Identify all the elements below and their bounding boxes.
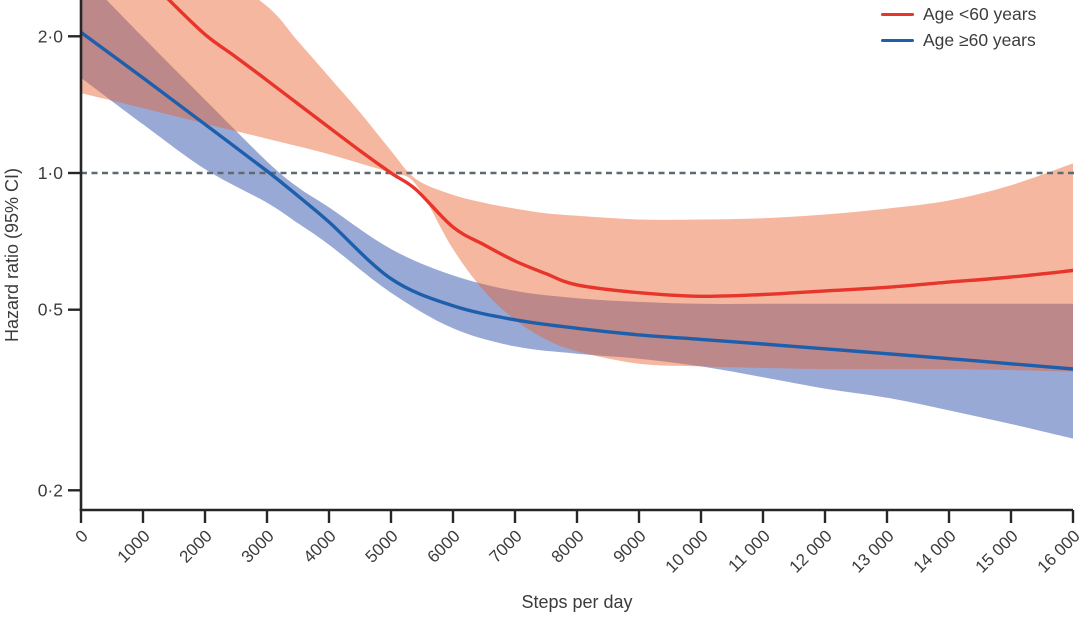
x-tick-label: 0 [72, 526, 92, 546]
x-tick-label: 12 000 [786, 526, 836, 576]
x-tick-label: 6000 [424, 526, 464, 566]
x-tick-label: 9000 [610, 526, 650, 566]
x-tick-label: 4000 [300, 526, 340, 566]
x-tick-label: 5000 [362, 526, 402, 566]
legend-item-age-lt60: Age <60 years [881, 3, 1036, 26]
ci-band-age-ge60 [81, 0, 1073, 439]
x-tick-label: 3000 [238, 526, 278, 566]
ci-bands [81, 0, 1073, 439]
legend-line-red-icon [881, 12, 914, 17]
y-axis-title: Hazard ratio (95% CI) [2, 168, 22, 342]
x-axis-title: Steps per day [521, 592, 632, 612]
legend-line-blue-icon [881, 38, 914, 43]
x-tick-label: 1000 [114, 526, 154, 566]
x-tick-label: 11 000 [725, 526, 774, 575]
x-tick-label: 16 000 [1034, 526, 1080, 576]
x-tick-label: 8000 [548, 526, 588, 566]
y-tick-label: 2·0 [38, 26, 64, 46]
y-tick-label: 1·0 [38, 163, 64, 183]
legend-label-age-ge60: Age ≥60 years [923, 30, 1036, 50]
curve-age-lt60 [166, 0, 1073, 299]
x-tick-label: 13 000 [848, 526, 898, 576]
legend-label-age-lt60: Age <60 years [923, 4, 1037, 24]
legend-item-age-ge60: Age ≥60 years [881, 29, 1036, 52]
x-tick-label: 15 000 [972, 526, 1022, 576]
legend: Age <60 years Age ≥60 years [881, 3, 1036, 52]
x-tick-label: 2000 [176, 526, 216, 566]
x-tick-label: 10 000 [662, 526, 712, 576]
curves [81, 0, 1073, 371]
ci-band-age-lt60 [81, 0, 1073, 372]
y-tick-label: 0·2 [38, 480, 63, 500]
x-tick-label: 14 000 [910, 526, 960, 576]
x-tick-label: 7000 [486, 526, 526, 566]
curve-age-ge60 [81, 30, 1073, 371]
y-tick-label: 0·5 [38, 300, 63, 320]
